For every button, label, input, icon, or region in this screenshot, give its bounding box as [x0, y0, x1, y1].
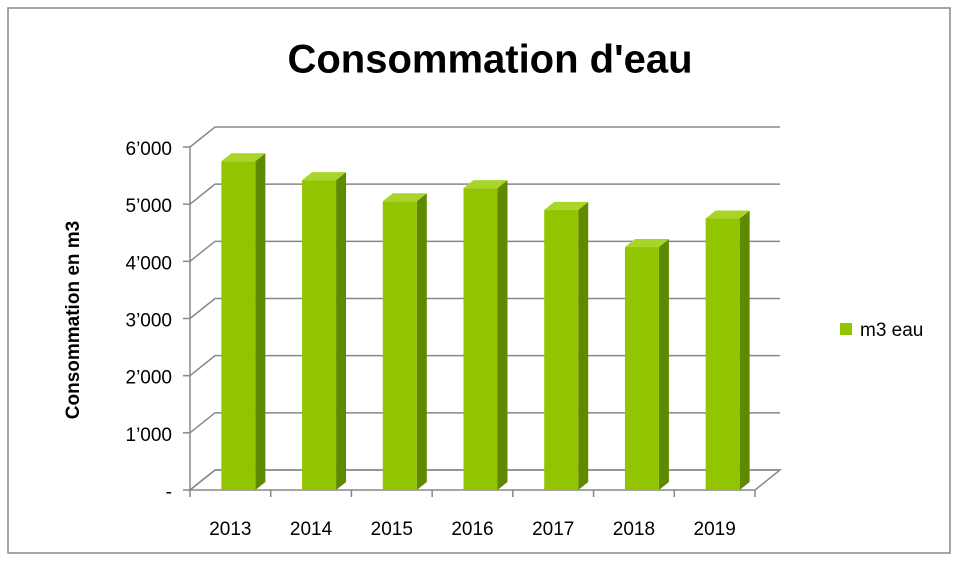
bar-top — [624, 239, 669, 248]
bar — [382, 201, 417, 490]
bar-side — [416, 193, 427, 490]
y-tick-label: 5’000 — [126, 196, 173, 217]
grid-line — [189, 240, 780, 262]
bar — [221, 161, 256, 490]
y-tick-label: 4’000 — [126, 253, 173, 274]
bar-top — [221, 153, 266, 162]
grid-line — [189, 126, 780, 148]
bar-top — [463, 180, 508, 189]
bar-side — [658, 239, 669, 490]
x-tick-label: 2013 — [209, 519, 251, 540]
bar — [624, 247, 659, 490]
y-tick-label: 1’000 — [126, 425, 173, 446]
grid-line — [189, 412, 780, 434]
x-tick-label: 2015 — [371, 519, 413, 540]
bar-side — [497, 180, 508, 490]
bar — [705, 218, 740, 491]
chart-title: Consommation d'eau — [287, 38, 692, 82]
grid-line — [189, 354, 780, 377]
bar-side — [255, 153, 266, 490]
x-tick-label: 2014 — [290, 519, 333, 540]
legend-swatch — [840, 323, 852, 335]
y-tick-label: 2’000 — [126, 368, 173, 389]
bar — [544, 209, 579, 490]
bar-top — [705, 210, 750, 219]
grid-line — [189, 183, 780, 205]
bar-side — [578, 201, 589, 490]
y-tick-label: - — [166, 482, 172, 503]
x-tick-label: 2019 — [694, 519, 736, 540]
y-tick-label: 3’000 — [126, 311, 173, 332]
legend-label: m3 eau — [860, 320, 923, 341]
grid-line — [189, 469, 780, 491]
grid-line — [189, 297, 780, 320]
x-tick-label: 2017 — [532, 519, 574, 540]
bar-side — [739, 210, 750, 491]
bar-top — [302, 172, 347, 181]
bar-top — [382, 193, 427, 202]
bar — [463, 188, 498, 490]
bar-top — [544, 201, 589, 210]
bar-side — [336, 172, 347, 490]
bar — [302, 180, 337, 490]
x-tick-label: 2018 — [613, 519, 655, 540]
x-tick-label: 2016 — [451, 519, 493, 540]
y-tick-label: 6’000 — [126, 139, 173, 160]
y-axis-label: Consommation en m3 — [63, 221, 84, 419]
